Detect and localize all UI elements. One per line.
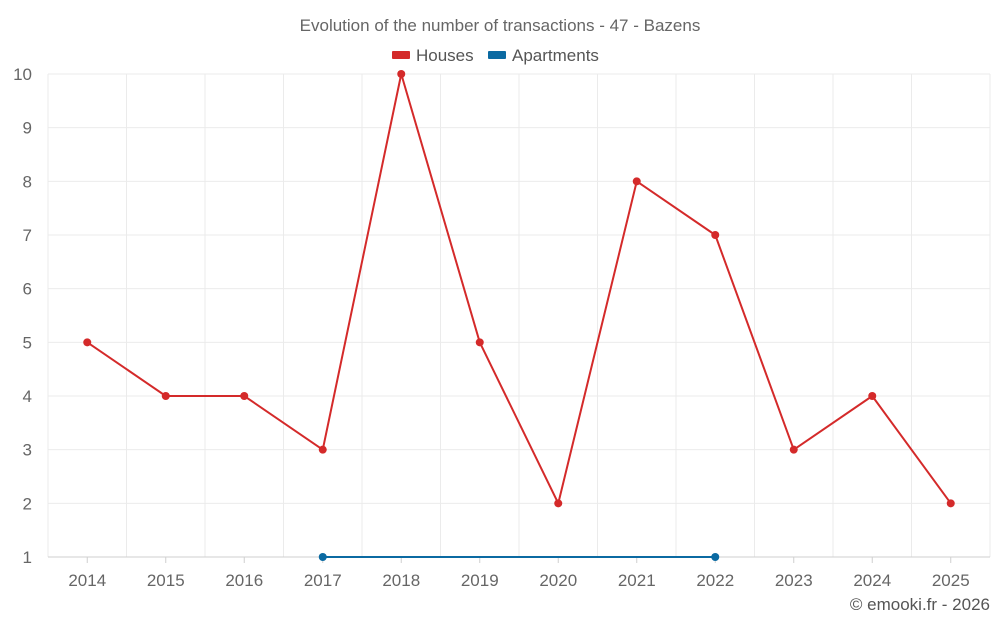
credit-text: © emooki.fr - 2026 [850,595,990,614]
y-tick-label: 10 [13,65,32,84]
y-tick-label: 6 [23,280,32,299]
y-tick-label: 8 [23,172,32,191]
data-point-apartments[interactable] [318,553,327,561]
grid [47,73,991,558]
data-point-houses[interactable] [397,70,406,78]
data-point-houses[interactable] [554,499,563,508]
data-point-houses[interactable] [161,392,170,400]
x-tick-label: 2023 [775,571,813,590]
legend-label-houses[interactable]: Houses [416,46,474,65]
legend-swatch-houses[interactable] [392,51,410,59]
x-tick-label: 2015 [147,571,185,590]
data-point-houses[interactable] [632,177,641,186]
y-tick-label: 5 [23,333,32,352]
data-point-houses[interactable] [868,392,877,400]
x-tick-label: 2024 [853,571,891,590]
legend: Houses Apartments [392,46,599,65]
x-tick-label: 2018 [382,571,420,590]
data-point-houses[interactable] [475,338,484,347]
x-tick-label: 2025 [932,571,970,590]
y-tick-label: 9 [23,119,32,138]
x-tick-label: 2020 [539,571,577,590]
y-tick-label: 2 [23,494,32,513]
data-point-houses[interactable] [83,338,92,347]
series [83,70,955,561]
x-tick-label: 2019 [461,571,499,590]
legend-label-apartments[interactable]: Apartments [512,46,599,65]
x-tick-label: 2017 [304,571,342,590]
x-tick-label: 2016 [225,571,263,590]
data-point-houses[interactable] [789,445,798,454]
x-tick-label: 2022 [696,571,734,590]
chart-title: Evolution of the number of transactions … [300,16,701,35]
y-tick-label: 3 [23,441,32,460]
axes: 1 2 3 4 5 6 7 8 9 10 2014 2015 2016 2017 2018 2019 2020 2… [13,65,990,590]
y-tick-label: 7 [23,226,32,245]
data-point-apartments[interactable] [711,553,720,561]
data-point-houses[interactable] [946,499,955,508]
legend-swatch-apartments[interactable] [488,51,506,59]
y-tick-label: 4 [23,387,32,406]
series-line-houses [86,73,952,505]
y-tick-label: 1 [23,548,32,567]
data-point-houses[interactable] [240,392,249,400]
data-point-houses[interactable] [318,445,327,454]
x-tick-label: 2014 [68,571,106,590]
data-point-houses[interactable] [711,231,720,239]
x-tick-label: 2021 [618,571,656,590]
